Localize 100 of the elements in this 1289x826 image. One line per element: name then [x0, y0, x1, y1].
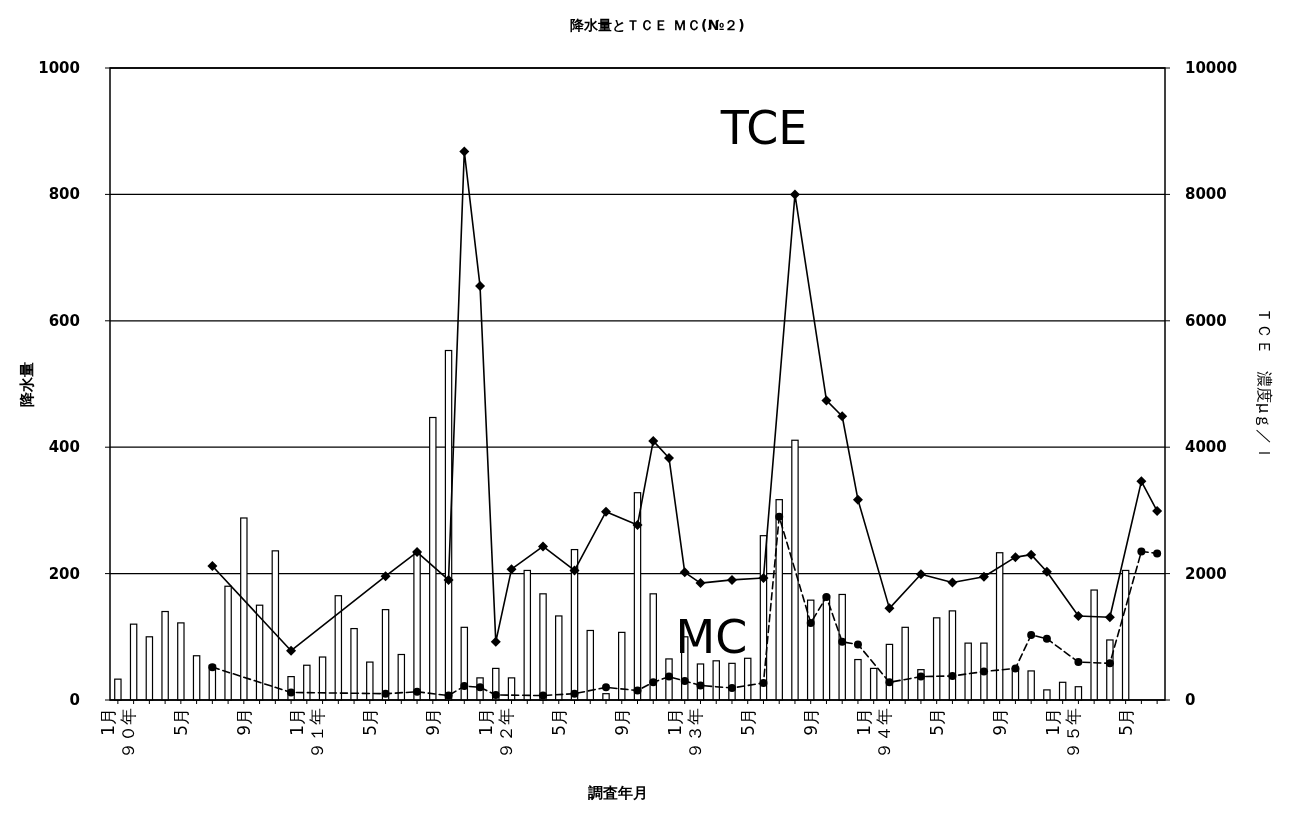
point — [679, 567, 690, 578]
point — [775, 512, 784, 521]
point — [286, 645, 297, 656]
point — [663, 452, 674, 463]
point — [459, 146, 470, 157]
point — [538, 541, 549, 552]
point — [506, 564, 517, 575]
y2-tick-label: 6000 — [1185, 311, 1227, 330]
point — [460, 682, 469, 691]
point — [601, 506, 612, 517]
point — [852, 494, 863, 505]
point — [680, 677, 689, 686]
x-tick-label: 9月 — [422, 708, 443, 736]
y-tick-label: 200 — [48, 564, 80, 583]
point — [413, 687, 422, 696]
point — [1104, 612, 1115, 623]
x-tick-label: 1月９４年 — [853, 708, 894, 759]
x-tick-label: 5月 — [548, 708, 569, 736]
x-tick-label: 9月 — [800, 708, 821, 736]
x-tick-label: 5月 — [926, 708, 947, 736]
point — [727, 683, 736, 692]
point — [789, 189, 800, 200]
point — [853, 640, 862, 649]
x-tick-label: 9月 — [611, 708, 632, 736]
chart-title: 降水量とＴＣＥ ＭＣ(№２) — [570, 17, 745, 33]
x-tick-label: 1月９１年 — [286, 708, 327, 759]
point — [632, 519, 643, 530]
point — [1105, 659, 1114, 668]
point — [948, 671, 957, 680]
point — [916, 672, 925, 681]
point — [539, 691, 548, 700]
point — [806, 618, 815, 627]
series-label: MC — [675, 609, 748, 664]
x-tick-label: 1月９５年 — [1042, 708, 1083, 759]
point — [758, 573, 769, 584]
x-tick-label: 1月９２年 — [475, 708, 516, 759]
point — [476, 683, 485, 692]
point — [759, 678, 768, 687]
point — [838, 637, 847, 646]
point — [884, 603, 895, 614]
y2-axis-title: ＴＣＥ 濃度μｇ／ｌ — [1255, 306, 1274, 462]
point — [885, 678, 894, 687]
x-tick-label: 1月９３年 — [664, 708, 705, 759]
point — [380, 571, 391, 582]
point — [1027, 630, 1036, 639]
point — [490, 636, 501, 647]
point — [569, 565, 580, 576]
x-tick-label: 5月 — [359, 708, 380, 736]
point — [444, 691, 453, 700]
point — [696, 681, 705, 690]
point — [1074, 658, 1083, 667]
point — [1042, 634, 1051, 643]
point — [947, 577, 958, 588]
x-tick-label: 9月 — [233, 708, 254, 736]
point — [412, 547, 423, 558]
x-tick-label: 5月 — [170, 708, 191, 736]
point — [1153, 549, 1162, 558]
point — [1137, 547, 1146, 556]
series-label: TCE — [719, 100, 808, 155]
point — [1010, 552, 1021, 563]
y2-tick-label: 0 — [1185, 691, 1196, 709]
point — [443, 574, 454, 585]
point — [822, 592, 831, 601]
x-tick-label: 1月９０年 — [97, 708, 138, 759]
x-axis-title: 調査年月 — [587, 784, 648, 802]
y-tick-label: 0 — [69, 691, 80, 709]
y2-tick-label: 2000 — [1185, 564, 1227, 583]
point — [570, 689, 579, 698]
point — [1026, 549, 1037, 560]
point — [821, 395, 832, 406]
point — [633, 686, 642, 695]
point — [1011, 664, 1020, 673]
point — [837, 411, 848, 422]
x-tick-label: 5月 — [737, 708, 758, 736]
y-tick-label: 400 — [48, 438, 80, 457]
point — [1152, 506, 1163, 517]
point — [726, 574, 737, 585]
y-tick-label: 600 — [48, 311, 80, 330]
point — [491, 690, 500, 699]
point — [208, 663, 217, 672]
point — [381, 689, 390, 698]
x-tick-label: 9月 — [989, 708, 1010, 736]
y2-tick-label: 10000 — [1185, 59, 1238, 77]
point — [287, 688, 296, 697]
y-tick-label: 800 — [48, 185, 80, 204]
point — [648, 435, 659, 446]
point — [915, 569, 926, 580]
point — [1041, 566, 1052, 577]
point — [207, 561, 218, 572]
point — [664, 672, 673, 681]
point — [1136, 476, 1147, 487]
point — [978, 571, 989, 582]
point — [649, 678, 658, 687]
point — [602, 683, 611, 692]
x-tick-label: 5月 — [1115, 708, 1136, 736]
y2-tick-label: 4000 — [1185, 438, 1227, 457]
point — [1073, 610, 1084, 621]
y2-tick-label: 8000 — [1185, 185, 1227, 204]
y-tick-label: 1000 — [38, 59, 80, 77]
y-axis-title: 降水量 — [18, 361, 36, 407]
